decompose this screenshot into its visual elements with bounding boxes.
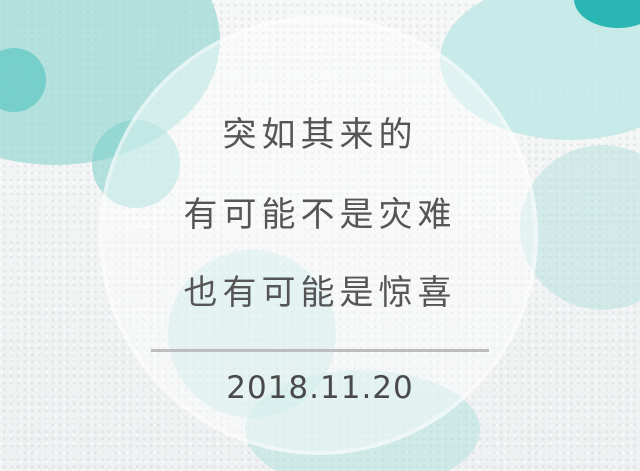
divider-line [151, 349, 489, 352]
lower-center-teal-circle [245, 370, 480, 471]
lower-left-teal-circle [168, 250, 336, 418]
quote-line-1: 突如其来的 [222, 115, 418, 155]
quote-line-3: 也有可能是惊喜 [183, 273, 457, 313]
date-label: 2018.11.20 [226, 370, 414, 406]
small-teal-circle [92, 120, 180, 208]
quote-line-2: 有可能不是灾难 [183, 195, 457, 235]
center-circle-panel [103, 20, 534, 451]
